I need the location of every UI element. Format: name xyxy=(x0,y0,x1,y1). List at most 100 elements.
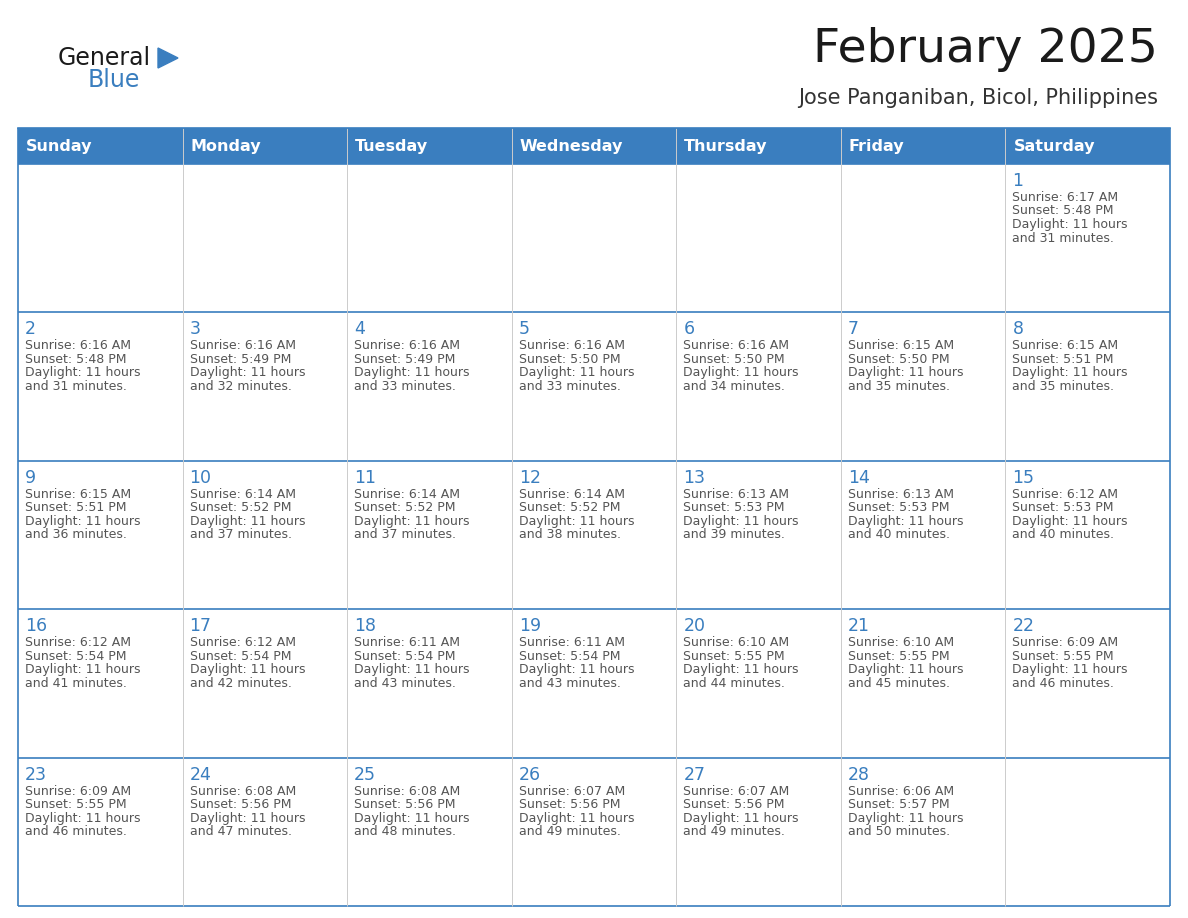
Text: Daylight: 11 hours: Daylight: 11 hours xyxy=(354,366,469,379)
Text: Sunrise: 6:14 AM: Sunrise: 6:14 AM xyxy=(354,487,460,501)
Text: Sunrise: 6:11 AM: Sunrise: 6:11 AM xyxy=(519,636,625,649)
Text: Sunset: 5:53 PM: Sunset: 5:53 PM xyxy=(683,501,785,514)
Text: 28: 28 xyxy=(848,766,870,784)
Text: Daylight: 11 hours: Daylight: 11 hours xyxy=(683,515,798,528)
Bar xyxy=(18,164,183,312)
Text: 25: 25 xyxy=(354,766,377,784)
Text: 4: 4 xyxy=(354,320,365,339)
Text: Sunset: 5:56 PM: Sunset: 5:56 PM xyxy=(354,798,456,812)
Text: 3: 3 xyxy=(190,320,201,339)
Text: Sunrise: 6:16 AM: Sunrise: 6:16 AM xyxy=(190,340,296,353)
Text: 26: 26 xyxy=(519,766,541,784)
Text: Sunrise: 6:15 AM: Sunrise: 6:15 AM xyxy=(1012,340,1119,353)
Text: 11: 11 xyxy=(354,469,377,487)
Text: Sunrise: 6:16 AM: Sunrise: 6:16 AM xyxy=(519,340,625,353)
Text: 23: 23 xyxy=(25,766,48,784)
Text: Sunset: 5:57 PM: Sunset: 5:57 PM xyxy=(848,798,949,812)
Polygon shape xyxy=(158,48,178,68)
Bar xyxy=(183,312,347,461)
Text: Sunrise: 6:14 AM: Sunrise: 6:14 AM xyxy=(519,487,625,501)
Text: Sunrise: 6:09 AM: Sunrise: 6:09 AM xyxy=(25,785,131,798)
Text: and 33 minutes.: and 33 minutes. xyxy=(354,380,456,393)
Text: and 42 minutes.: and 42 minutes. xyxy=(190,677,291,689)
Bar xyxy=(512,757,676,906)
Text: Sunrise: 6:10 AM: Sunrise: 6:10 AM xyxy=(683,636,789,649)
Text: Sunset: 5:55 PM: Sunset: 5:55 PM xyxy=(25,798,127,812)
Text: Sunrise: 6:12 AM: Sunrise: 6:12 AM xyxy=(25,636,131,649)
Text: and 43 minutes.: and 43 minutes. xyxy=(519,677,620,689)
Text: General: General xyxy=(58,46,151,70)
Text: Daylight: 11 hours: Daylight: 11 hours xyxy=(519,366,634,379)
Text: 7: 7 xyxy=(848,320,859,339)
Text: Sunset: 5:48 PM: Sunset: 5:48 PM xyxy=(1012,205,1114,218)
Text: Sunrise: 6:15 AM: Sunrise: 6:15 AM xyxy=(848,340,954,353)
Text: Daylight: 11 hours: Daylight: 11 hours xyxy=(25,515,140,528)
Bar xyxy=(1005,312,1170,461)
Text: Sunset: 5:51 PM: Sunset: 5:51 PM xyxy=(1012,353,1114,366)
Text: Sunrise: 6:12 AM: Sunrise: 6:12 AM xyxy=(1012,487,1118,501)
Bar xyxy=(512,610,676,757)
Text: Daylight: 11 hours: Daylight: 11 hours xyxy=(190,663,305,677)
Text: and 47 minutes.: and 47 minutes. xyxy=(190,825,291,838)
Text: Daylight: 11 hours: Daylight: 11 hours xyxy=(683,366,798,379)
Text: Daylight: 11 hours: Daylight: 11 hours xyxy=(25,663,140,677)
Text: 2: 2 xyxy=(25,320,36,339)
Text: Daylight: 11 hours: Daylight: 11 hours xyxy=(519,812,634,824)
Text: Sunset: 5:55 PM: Sunset: 5:55 PM xyxy=(683,650,785,663)
Bar xyxy=(676,312,841,461)
Text: Sunrise: 6:07 AM: Sunrise: 6:07 AM xyxy=(519,785,625,798)
Text: Sunrise: 6:13 AM: Sunrise: 6:13 AM xyxy=(848,487,954,501)
Text: Sunrise: 6:08 AM: Sunrise: 6:08 AM xyxy=(354,785,461,798)
Text: and 31 minutes.: and 31 minutes. xyxy=(25,380,127,393)
Text: Sunset: 5:52 PM: Sunset: 5:52 PM xyxy=(190,501,291,514)
Text: Daylight: 11 hours: Daylight: 11 hours xyxy=(25,812,140,824)
Text: Sunset: 5:49 PM: Sunset: 5:49 PM xyxy=(190,353,291,366)
Text: Daylight: 11 hours: Daylight: 11 hours xyxy=(683,812,798,824)
Bar xyxy=(183,461,347,610)
Bar xyxy=(347,610,512,757)
Bar xyxy=(18,757,183,906)
Text: and 39 minutes.: and 39 minutes. xyxy=(683,528,785,542)
Bar xyxy=(18,461,183,610)
Text: 10: 10 xyxy=(190,469,211,487)
Text: and 48 minutes.: and 48 minutes. xyxy=(354,825,456,838)
Bar xyxy=(1005,461,1170,610)
Text: Daylight: 11 hours: Daylight: 11 hours xyxy=(354,663,469,677)
Text: Saturday: Saturday xyxy=(1013,139,1095,153)
Text: 12: 12 xyxy=(519,469,541,487)
Text: and 33 minutes.: and 33 minutes. xyxy=(519,380,620,393)
Bar xyxy=(512,312,676,461)
Bar xyxy=(183,164,347,312)
Text: 19: 19 xyxy=(519,617,541,635)
Text: Sunset: 5:54 PM: Sunset: 5:54 PM xyxy=(190,650,291,663)
Bar xyxy=(676,461,841,610)
Bar xyxy=(512,164,676,312)
Text: Sunset: 5:54 PM: Sunset: 5:54 PM xyxy=(354,650,456,663)
Text: Monday: Monday xyxy=(190,139,261,153)
Bar xyxy=(512,461,676,610)
Text: Sunrise: 6:11 AM: Sunrise: 6:11 AM xyxy=(354,636,460,649)
Text: and 46 minutes.: and 46 minutes. xyxy=(1012,677,1114,689)
Text: Sunrise: 6:16 AM: Sunrise: 6:16 AM xyxy=(683,340,789,353)
Text: February 2025: February 2025 xyxy=(813,28,1158,73)
Text: 9: 9 xyxy=(25,469,36,487)
Text: 6: 6 xyxy=(683,320,695,339)
Bar xyxy=(347,461,512,610)
Text: and 40 minutes.: and 40 minutes. xyxy=(1012,528,1114,542)
Text: and 44 minutes.: and 44 minutes. xyxy=(683,677,785,689)
Text: Sunset: 5:56 PM: Sunset: 5:56 PM xyxy=(190,798,291,812)
Text: and 49 minutes.: and 49 minutes. xyxy=(519,825,620,838)
Text: Sunrise: 6:17 AM: Sunrise: 6:17 AM xyxy=(1012,191,1119,204)
Text: Sunset: 5:53 PM: Sunset: 5:53 PM xyxy=(848,501,949,514)
Text: 14: 14 xyxy=(848,469,870,487)
Text: 22: 22 xyxy=(1012,617,1035,635)
Text: Sunset: 5:48 PM: Sunset: 5:48 PM xyxy=(25,353,126,366)
Text: Daylight: 11 hours: Daylight: 11 hours xyxy=(190,515,305,528)
Text: Sunset: 5:53 PM: Sunset: 5:53 PM xyxy=(1012,501,1114,514)
Text: and 37 minutes.: and 37 minutes. xyxy=(190,528,291,542)
Text: Sunday: Sunday xyxy=(26,139,93,153)
Text: 27: 27 xyxy=(683,766,706,784)
Text: Sunset: 5:54 PM: Sunset: 5:54 PM xyxy=(25,650,126,663)
Text: and 46 minutes.: and 46 minutes. xyxy=(25,825,127,838)
Text: and 34 minutes.: and 34 minutes. xyxy=(683,380,785,393)
